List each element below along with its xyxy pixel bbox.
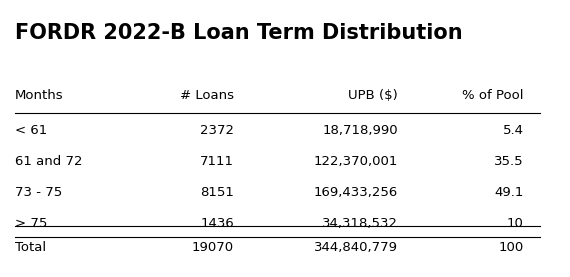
Text: 7111: 7111 [200,155,234,168]
Text: 35.5: 35.5 [494,155,524,168]
Text: 49.1: 49.1 [494,186,524,199]
Text: 344,840,779: 344,840,779 [314,241,398,254]
Text: 1436: 1436 [200,217,234,230]
Text: > 75: > 75 [15,217,47,230]
Text: < 61: < 61 [15,124,47,137]
Text: 10: 10 [507,217,524,230]
Text: 169,433,256: 169,433,256 [314,186,398,199]
Text: 2372: 2372 [200,124,234,137]
Text: Months: Months [15,89,64,102]
Text: 61 and 72: 61 and 72 [15,155,83,168]
Text: 8151: 8151 [200,186,234,199]
Text: 100: 100 [499,241,524,254]
Text: 19070: 19070 [192,241,234,254]
Text: FORDR 2022-B Loan Term Distribution: FORDR 2022-B Loan Term Distribution [15,23,463,43]
Text: 5.4: 5.4 [503,124,524,137]
Text: 34,318,532: 34,318,532 [322,217,398,230]
Text: UPB ($): UPB ($) [348,89,398,102]
Text: 122,370,001: 122,370,001 [314,155,398,168]
Text: 73 - 75: 73 - 75 [15,186,62,199]
Text: 18,718,990: 18,718,990 [323,124,398,137]
Text: % of Pool: % of Pool [462,89,524,102]
Text: # Loans: # Loans [180,89,234,102]
Text: Total: Total [15,241,46,254]
